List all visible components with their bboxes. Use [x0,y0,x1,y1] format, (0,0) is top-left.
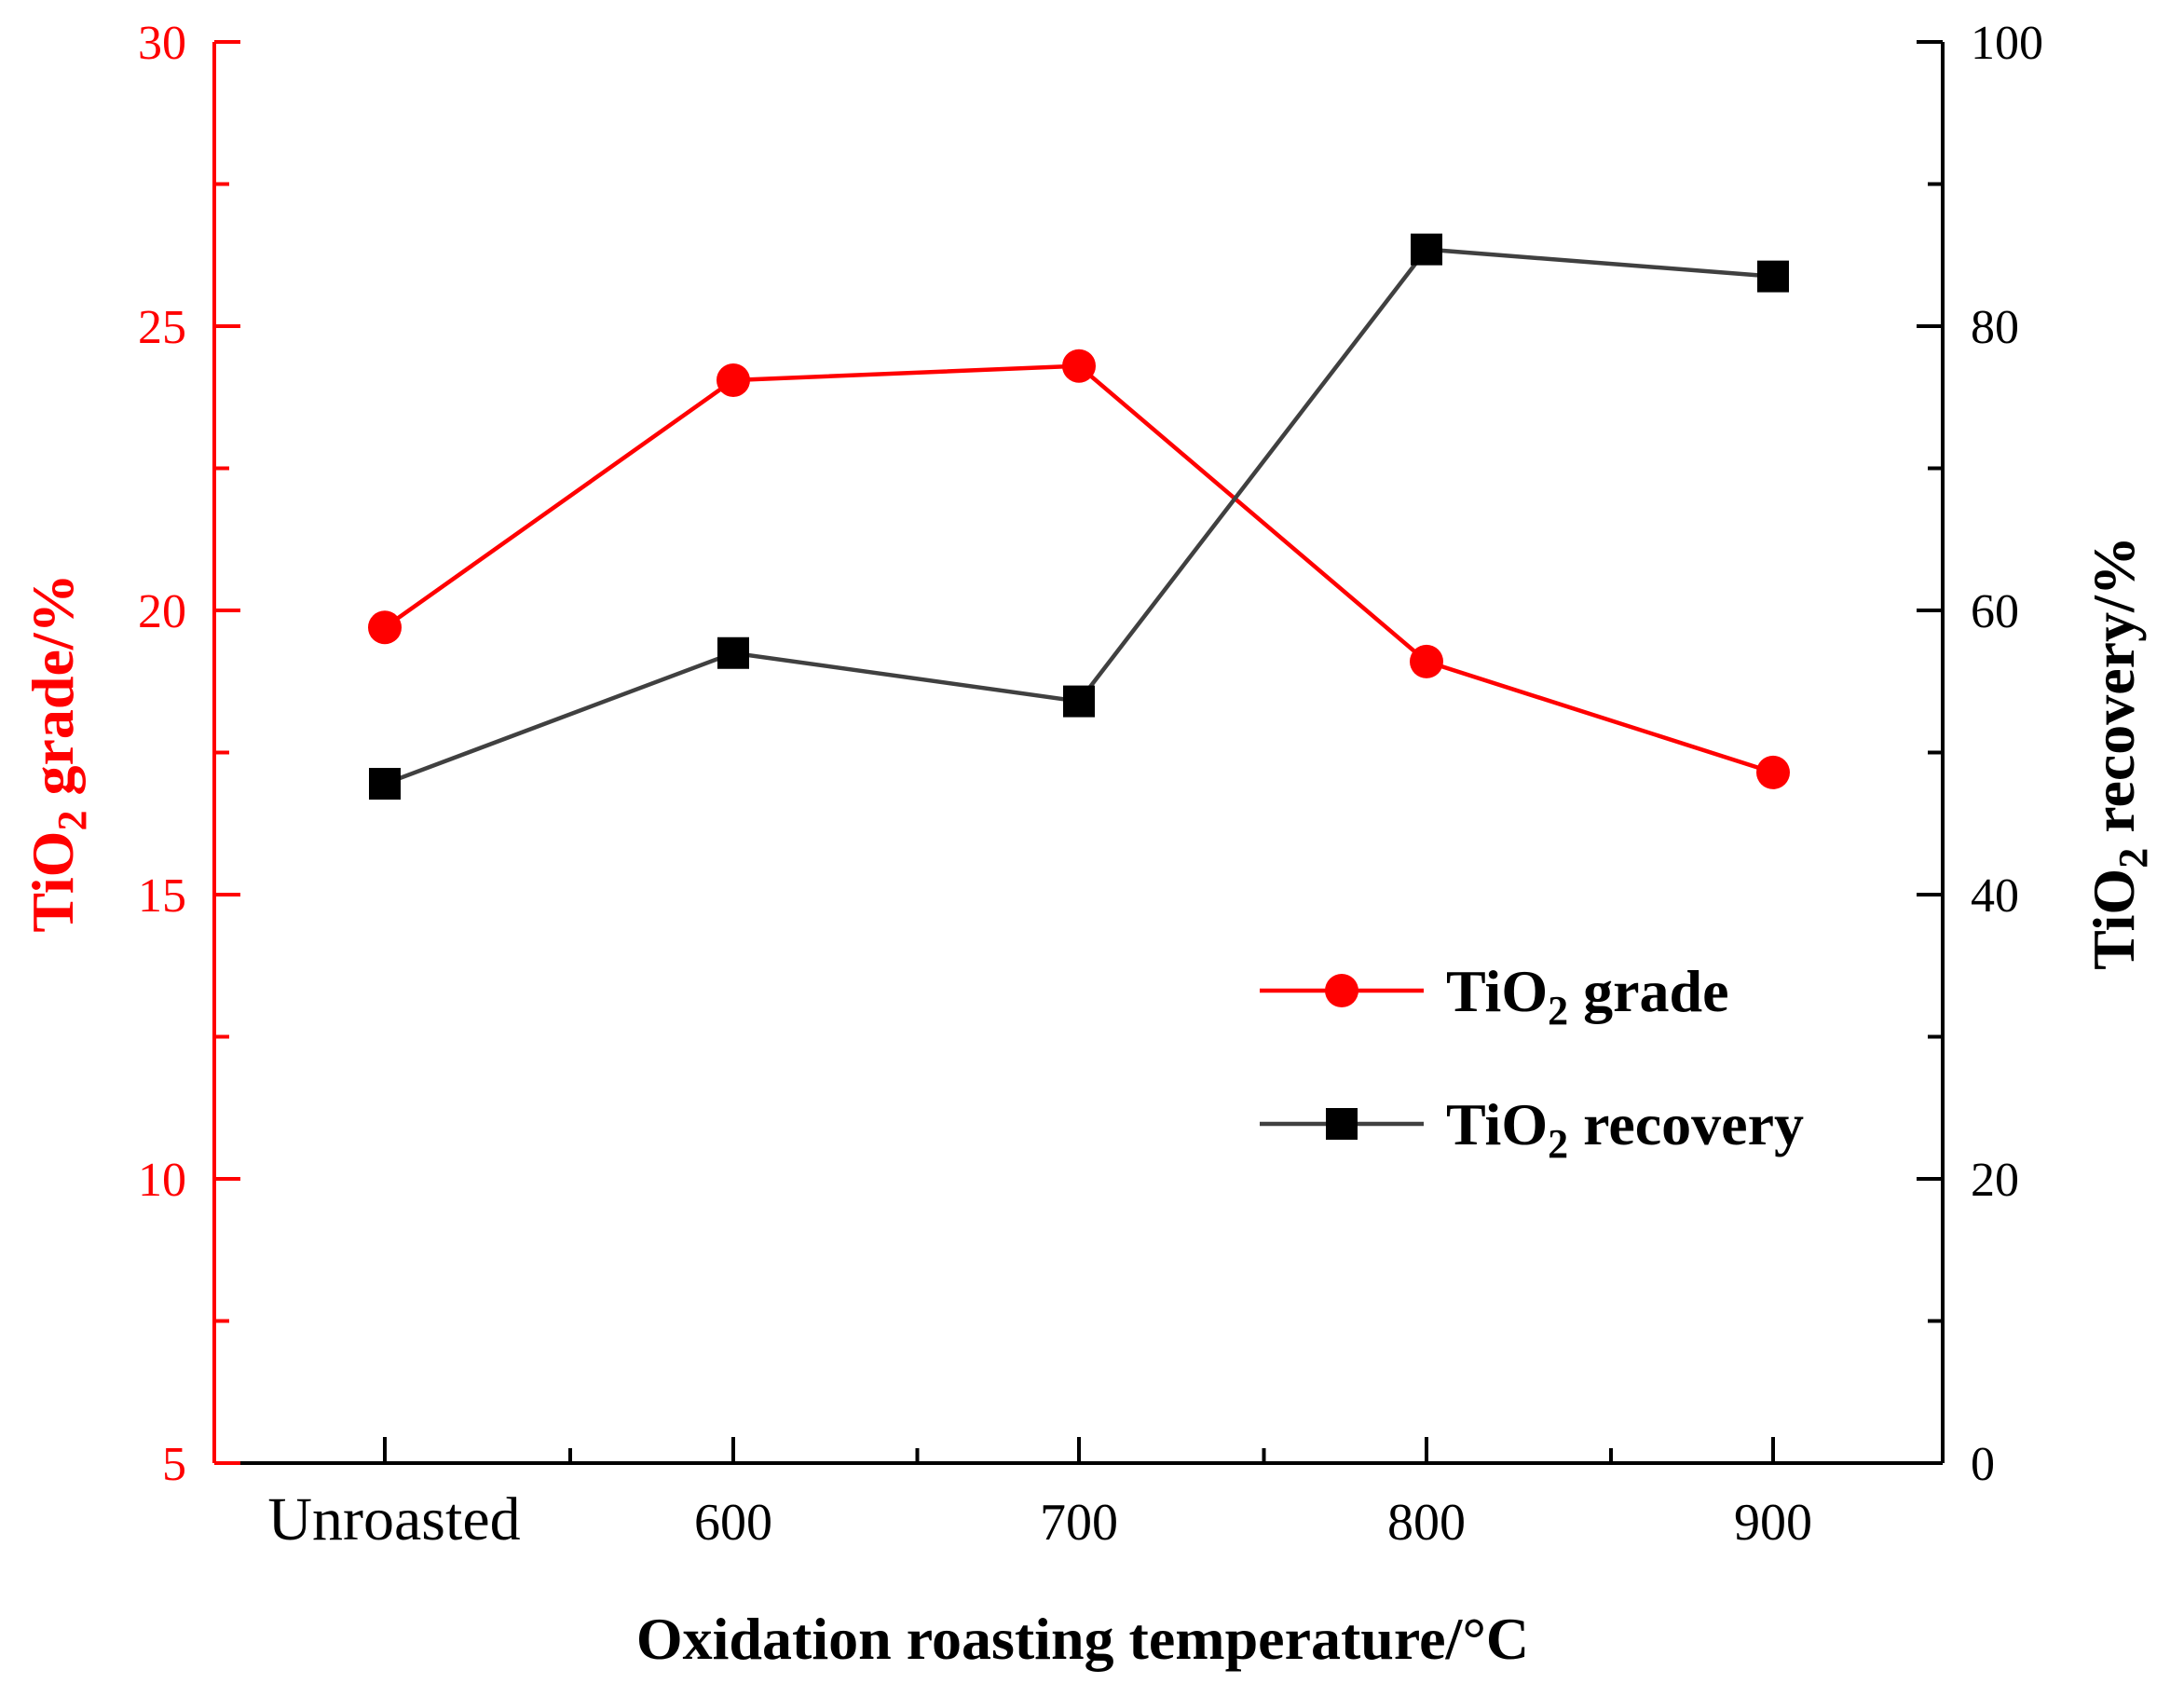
y-left-tick-label: 30 [138,17,186,70]
y-right-axis-title: TiO2 recovery/% [2081,536,2156,970]
legend-marker-square [1326,1108,1358,1140]
y-right-tick-label: 0 [1971,1438,1995,1491]
legend-label-0: TiO2 grade [1446,958,1729,1033]
data-point-grade [368,610,402,645]
series-layer [368,233,1790,801]
legend-label-main: TiO [1446,1091,1548,1157]
y-right-tick-label: 20 [1971,1154,2019,1207]
x-tick-label: 700 [1040,1494,1118,1552]
data-point-recovery [717,636,749,669]
x-axis-title: Oxidation roasting temperature/°C [636,1606,1529,1672]
data-point-grade [1756,755,1790,789]
y-right-title-sub: 2 [2110,848,2156,869]
legend-marker-circle [1325,974,1358,1007]
legend-label-main: TiO [1446,958,1548,1024]
legend-label-sub: 2 [1548,988,1568,1033]
y-right-title-main: TiO [2081,869,2147,970]
x-tick-label: 900 [1734,1494,1812,1552]
y-left-tick-label: 10 [138,1154,186,1207]
x-tick-label: 800 [1387,1494,1466,1552]
data-point-recovery [1757,260,1789,293]
x-tick-label: 600 [694,1494,772,1552]
axes: 5 10 15 20 25 30 0 20 40 60 80 100 Unroasted 600 700 80… [138,17,2043,1553]
legend-label-rest: grade [1568,958,1728,1024]
data-point-grade [1410,644,1443,678]
y-left-tick-label: 20 [138,585,186,638]
y-left-axis-title: TiO2 grade/% [20,573,95,932]
y-right-tick-label: 100 [1971,17,2043,70]
y-right-tick-label: 80 [1971,301,2019,354]
data-point-recovery [1063,685,1095,718]
y-right-tick-label: 40 [1971,869,2019,923]
data-point-recovery [1411,233,1442,266]
y-left-title-rest: grade/% [20,573,86,810]
y-left-tick-label: 5 [162,1438,186,1491]
legend-label-sub: 2 [1548,1121,1568,1167]
y-left-title-sub: 2 [49,811,95,831]
x-tick-label: Unroasted [267,1485,520,1553]
data-point-grade [1062,349,1096,383]
data-point-grade [717,363,750,397]
y-left-title-main: TiO [20,831,86,933]
data-point-recovery [369,768,401,801]
y-right-tick-label: 60 [1971,585,2019,638]
legend-label-rest: recovery [1568,1091,1804,1157]
y-right-title-rest: recovery/% [2081,536,2147,848]
y-left-tick-label: 25 [138,301,186,354]
legend-label-1: TiO2 recovery [1446,1091,1804,1167]
y-left-tick-label: 15 [138,869,186,923]
